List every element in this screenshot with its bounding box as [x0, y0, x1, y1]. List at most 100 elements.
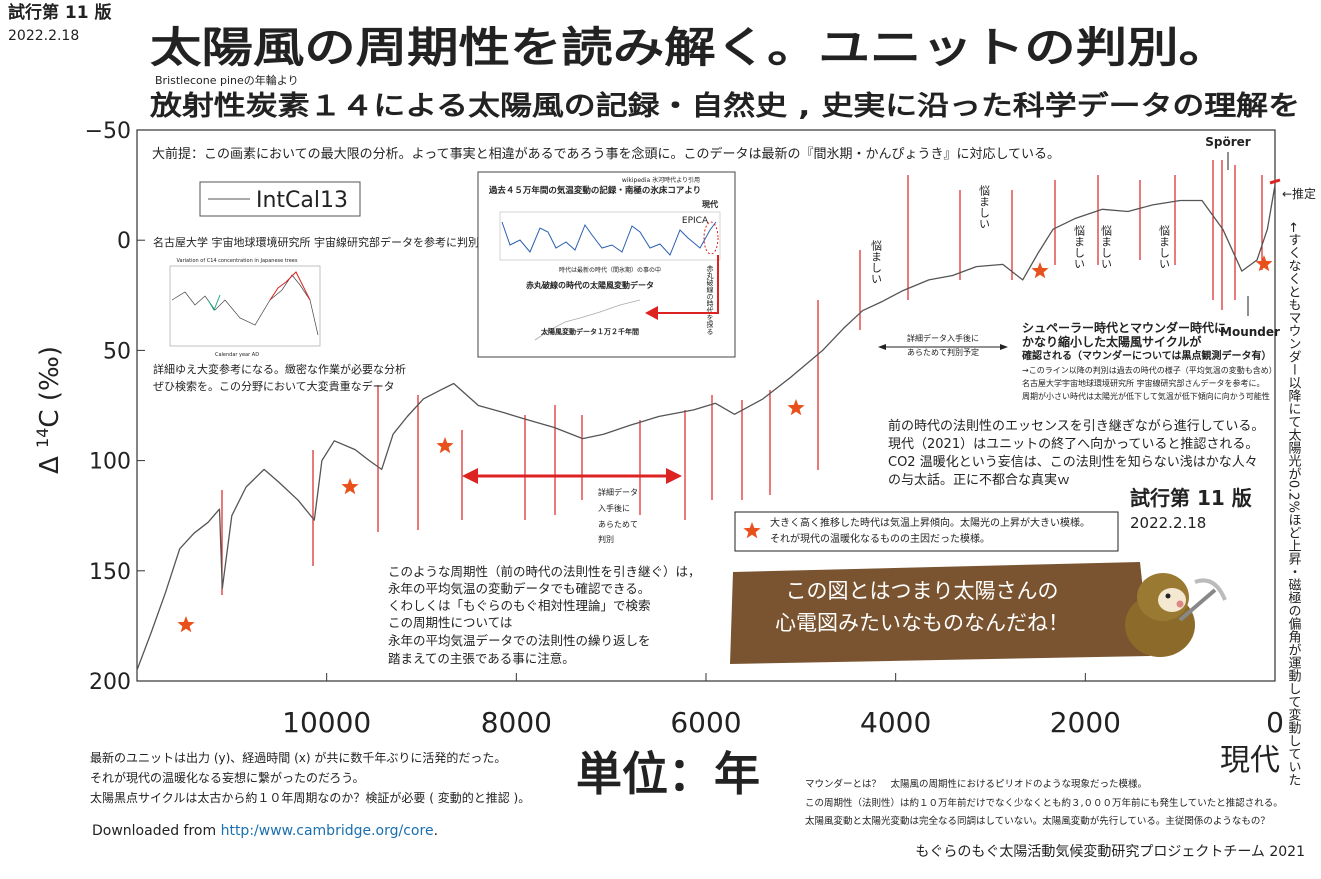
- y-tick-label: 100: [89, 450, 131, 475]
- arrowhead: [666, 468, 682, 484]
- star-note: それが現代の温暖化なるものの主因だった模様。: [770, 532, 990, 545]
- inset-arrowhead: [645, 306, 658, 320]
- cycle-note: 永年の平均気温データでの法則性の繰り返しを: [388, 633, 651, 648]
- premise: 大前提：この画素においての最大限の分析。よって事実と相違があるであろう事を念頭に…: [152, 146, 1060, 162]
- inset-now: 現代: [702, 199, 718, 209]
- x-tick-label: 4000: [860, 706, 931, 739]
- mole-eye: [1165, 593, 1171, 599]
- arrowhead: [1000, 344, 1008, 350]
- sporer-note: シュペーラー時代とマウンダー時代に: [1022, 320, 1226, 335]
- estimate-marker: [1269, 178, 1281, 185]
- credit: もぐらのもぐ太陽活動気候変動研究プロジェクトチーム 2021: [915, 843, 1305, 860]
- y-label-sup: 14: [33, 428, 52, 448]
- source-tree: Bristlecone pineの年輪より: [155, 73, 299, 87]
- legend-label: IntCal13: [256, 188, 348, 213]
- inset-mini-curve: [534, 299, 641, 341]
- y-tick-label: 50: [103, 339, 131, 364]
- sporer: Spörer: [1205, 135, 1251, 149]
- bottom-right-note: この周期性（法則性）は約１０万年前だけでなく少なくとも約３,０００万年前にも発生…: [805, 797, 1283, 809]
- arrowhead: [462, 468, 478, 484]
- x-axis-label: 単位：年: [576, 747, 760, 801]
- nagoya-note: 名古屋大学 宇宙地球環境研究所 宇宙線研究部データを参考に判別: [153, 235, 479, 249]
- bottom-left-note: 太陽黒点サイクルは太古から約１０年周期なのか？検証が必要 ( 変動的と推認 )。: [90, 790, 530, 805]
- inset-frame: [169, 265, 321, 347]
- x-tick-label: 2000: [1050, 706, 1121, 739]
- y-tick-label: 0: [117, 229, 131, 254]
- modern-note: の与太話。正に不都合な真実ｗ: [888, 472, 1070, 488]
- cycle-note: 踏まえての主張である事に注意。: [388, 651, 575, 666]
- troubling: 悩ましい: [1158, 224, 1171, 269]
- inset-curve: [171, 274, 319, 336]
- sporer-small: 周期が小さい時代は太陽光が低下して気温が低下傾向に向かう可能性: [1022, 391, 1270, 401]
- cycle-note: 永年の平均気温の変動データでも確認できる。: [388, 581, 650, 596]
- y-tick-label: −50: [85, 119, 131, 144]
- x-tick-label: 6000: [670, 706, 741, 739]
- download-link[interactable]: http:/www.cambridge.org/core: [221, 823, 434, 839]
- inset-curve-green: [207, 294, 221, 312]
- inset-curve: [501, 221, 717, 256]
- sporer-small: →このライン以降の判別は過去の時代の様子（平均気温の変動も含め）: [1022, 365, 1277, 375]
- detail-note: 詳細ゆえ大変参考になる。緻密な作業が必要な分析: [153, 362, 406, 376]
- troubling: 悩ましい: [978, 184, 991, 229]
- cycle-note: この周期性については: [388, 615, 512, 630]
- subtitle: 放射性炭素１４による太陽風の記録・自然史 , 史実に沿った科学データの理解を: [149, 90, 1300, 122]
- inset-title: Variation of C14 concentration in Japane…: [177, 258, 298, 264]
- y-tick-label: 150: [89, 560, 131, 585]
- inset-arrow: [650, 255, 719, 314]
- detail-note: ぜひ検索を。この分野において大変貴重なデータ: [153, 379, 395, 393]
- x-tick-label: 0: [1266, 706, 1284, 739]
- star: [743, 522, 761, 539]
- sporer-note: かなり縮小した太陽風サイクルが: [1022, 334, 1201, 349]
- star: [1031, 262, 1049, 279]
- edition: 試行第 11 版: [1130, 486, 1252, 510]
- date: 2022.2.18: [8, 28, 79, 44]
- bottom-left-note: 最新のユニットは出力 (y)、経過時間 (x) が共に数千年ぶりに活発的だった。: [90, 750, 506, 765]
- banner: [730, 562, 1150, 664]
- pending2: あらためて: [598, 520, 638, 529]
- inset-data: 太陽風変動データ１万２千年間: [541, 327, 639, 336]
- inset-red: 赤丸破線の時代の太陽風変動データ: [526, 280, 654, 290]
- pending: 詳細データ入手後に: [907, 333, 979, 343]
- inset-xlabel: Calendar year AD: [215, 352, 259, 358]
- pending2: 入手後に: [598, 503, 630, 513]
- chart-title: 太陽風の周期性を読み解く。ユニットの判別。: [150, 23, 1230, 72]
- x-tick-label: 8000: [481, 706, 552, 739]
- star: [1255, 255, 1273, 272]
- download-note: Downloaded from http:/www.cambridge.org/…: [92, 823, 438, 839]
- modern-note: CO2 温暖化という妄信は、この法則性を知らない浅はかな人々: [888, 454, 1258, 470]
- arrowhead: [878, 344, 886, 350]
- date: 2022.2.18: [1130, 514, 1206, 532]
- bottom-right-note: 太陽風変動と太陽光変動は完全なる同調はしていない。太陽風変動が先行している。主従…: [805, 815, 1270, 827]
- inset-source: wikipedia 氷河時代より引用: [622, 176, 700, 184]
- data-line: [136, 184, 1276, 671]
- pending2: 詳細データ: [598, 487, 638, 497]
- pending2: 判別: [598, 534, 614, 544]
- download-suffix: .: [434, 823, 438, 839]
- y-tick-label: 200: [89, 670, 131, 695]
- sporer-small: 名古屋大学宇宙地球環境研究所 宇宙線研究部さんデータを参考に。: [1022, 378, 1265, 388]
- pickaxe-handle: [1178, 588, 1217, 622]
- cycle-note: くわしくは「もぐらのもぐ相対性理論」で検索: [388, 598, 651, 613]
- pending: あらためて判別予定: [907, 347, 979, 357]
- modern-note: 現代（2021）はユニットの終了へ向かっていると推認される。: [888, 436, 1258, 452]
- pickaxe-head: [1194, 578, 1227, 601]
- modern-note: 前の時代の法則性のエッセンスを引き継ぎながら進行している。: [888, 418, 1264, 434]
- inset-circle: [703, 221, 719, 255]
- sporer-note: 確認される（マウンダーについては黒点観測データ有）: [1022, 349, 1272, 362]
- star: [436, 437, 454, 454]
- bottom-right-note: マウンダーとは？ 太陽風の周期性におけるピリオドのような現象だった模様。: [805, 778, 1147, 790]
- mole-character: [1125, 573, 1227, 657]
- mounder: Mounder: [1220, 325, 1280, 339]
- inset-curve-red: [269, 271, 311, 301]
- inset-frame: [499, 211, 721, 261]
- star: [177, 616, 195, 633]
- bubble-text: 心電図みたいなものなんだね！: [775, 611, 1069, 635]
- inset-japan-trees: Variation of C14 concentration in Japane…: [150, 255, 325, 360]
- legend-box: [199, 181, 361, 217]
- troubling: 悩ましい: [870, 239, 883, 284]
- edition: 試行第 11 版: [8, 2, 112, 23]
- mole-nose: [1176, 600, 1184, 608]
- troubling: 悩ましい: [1100, 224, 1113, 269]
- x-end-label: 現代: [1220, 743, 1280, 778]
